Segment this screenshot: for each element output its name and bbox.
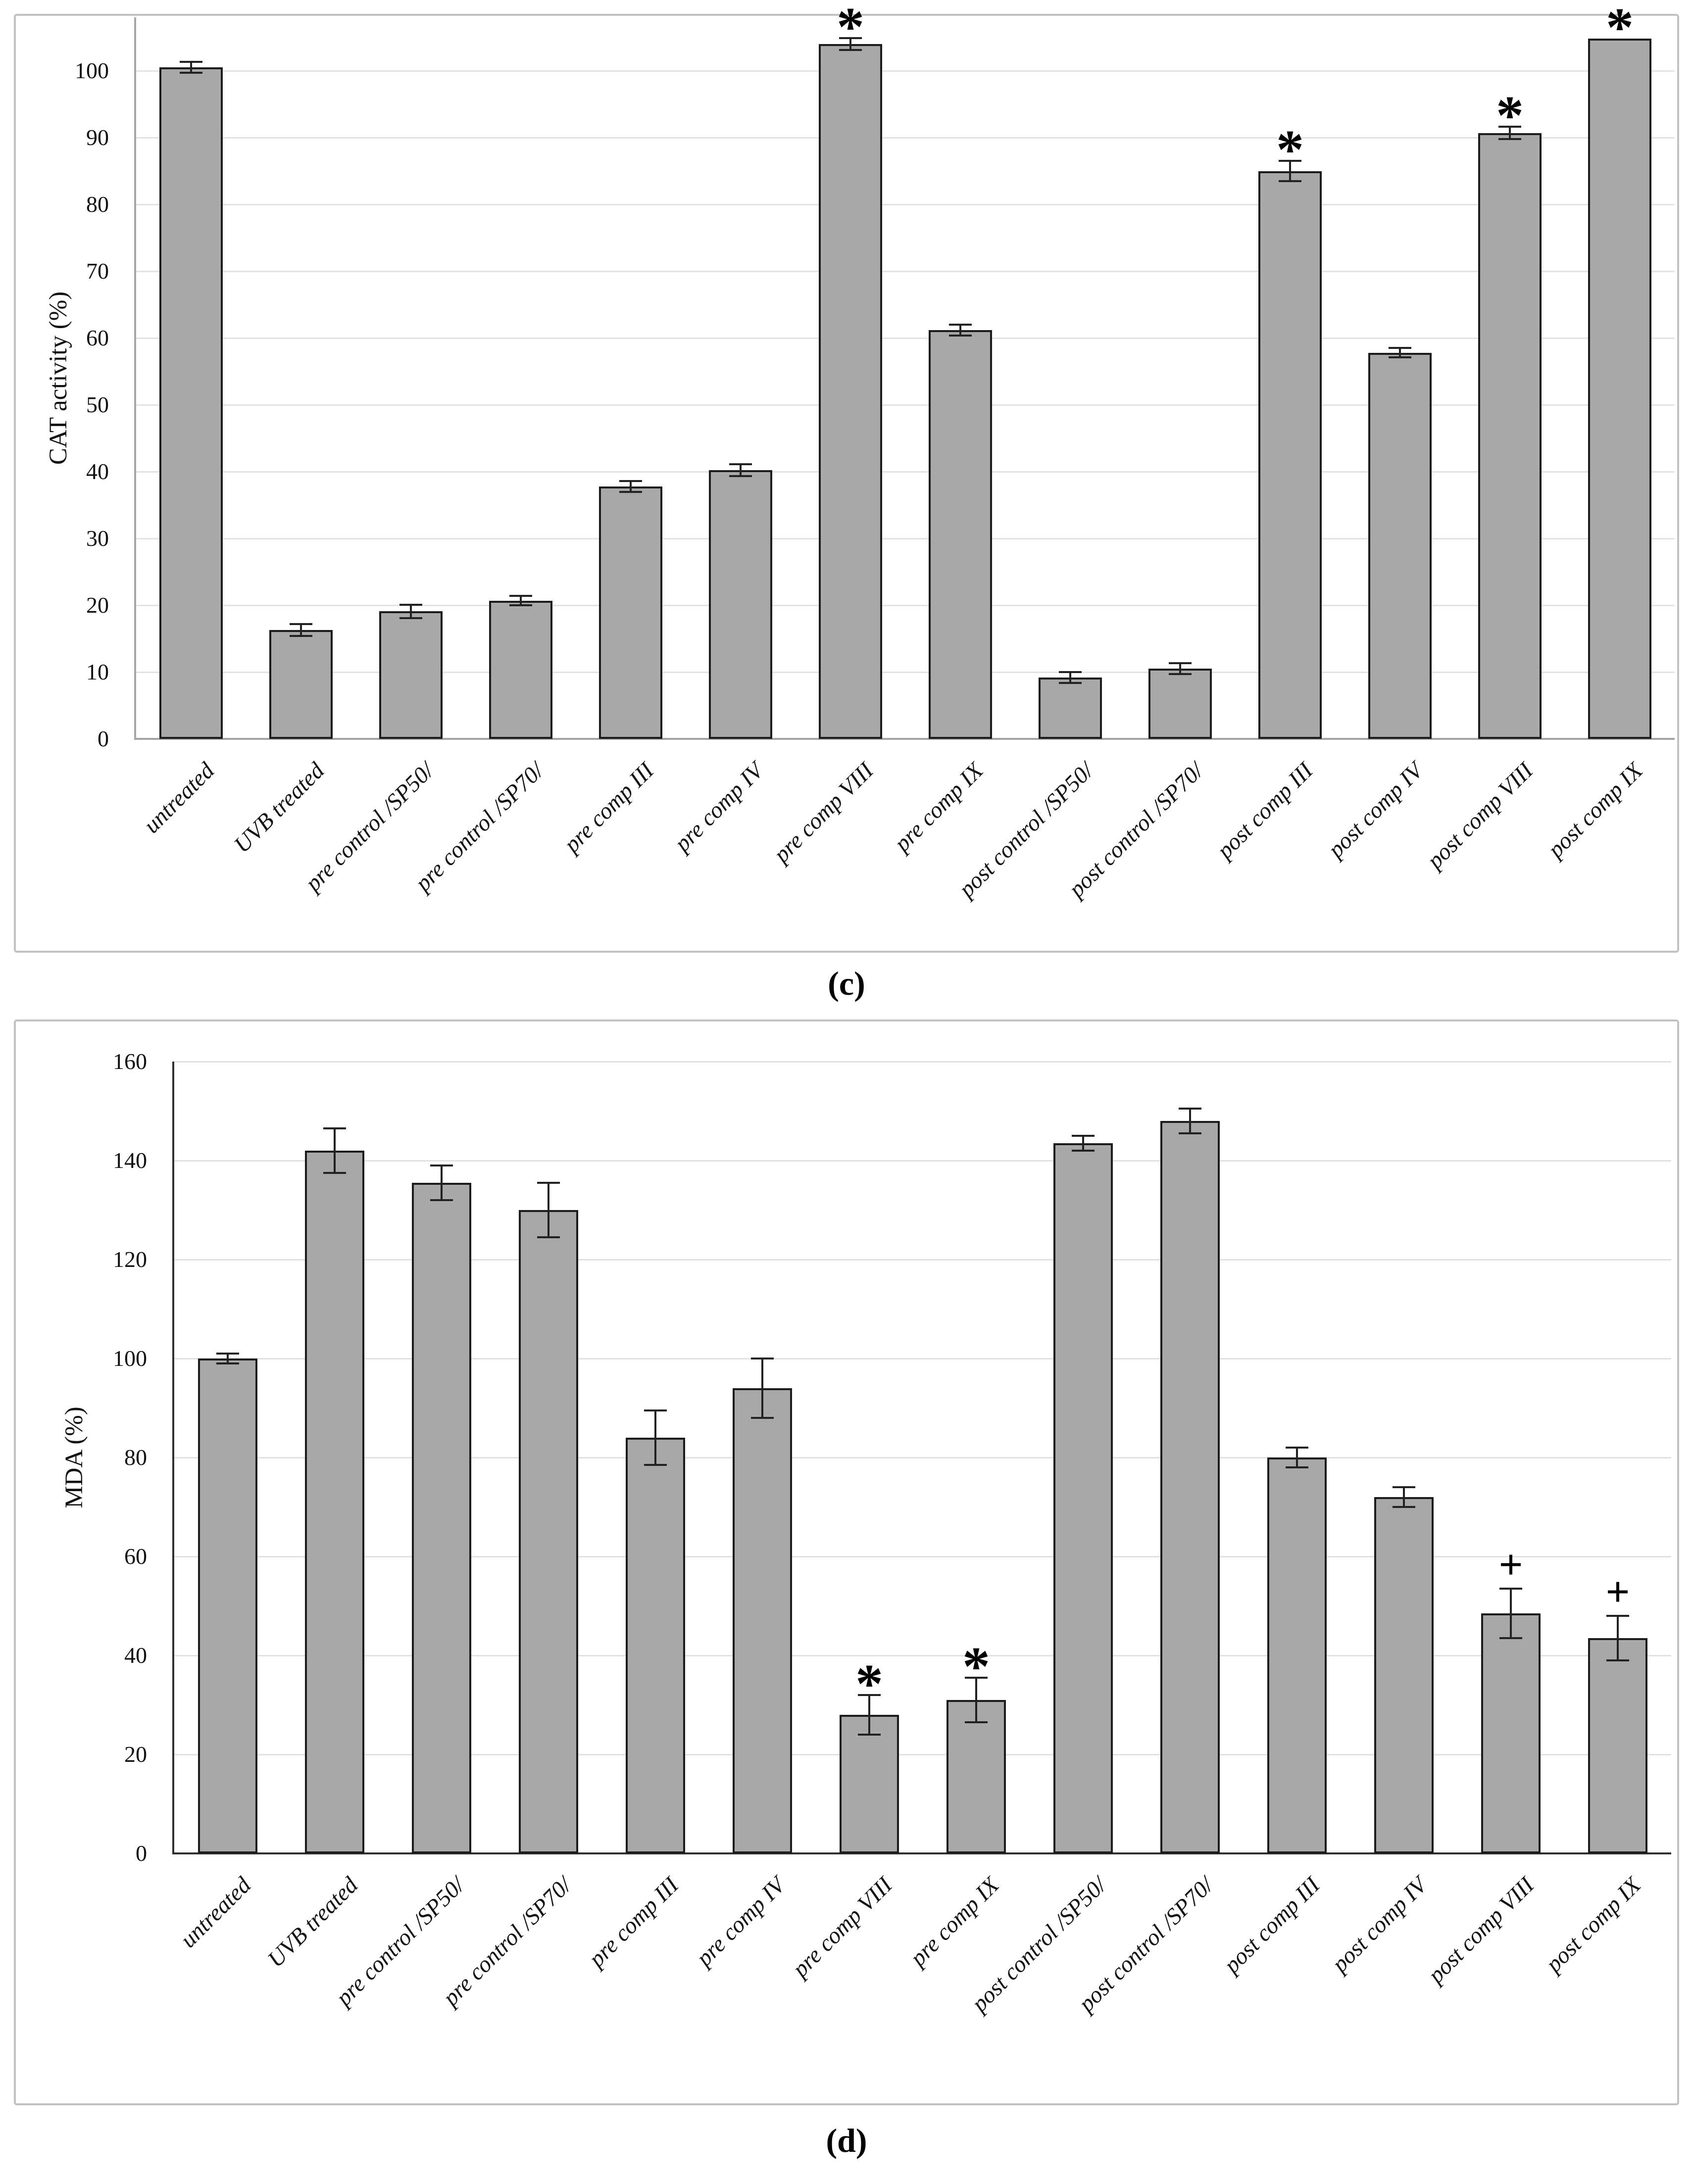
cat-chart-panel: [14, 14, 1679, 953]
caption-c: (c): [828, 965, 865, 1002]
mda-chart-panel: [14, 1019, 1679, 2105]
caption-d: (d): [826, 2122, 867, 2159]
